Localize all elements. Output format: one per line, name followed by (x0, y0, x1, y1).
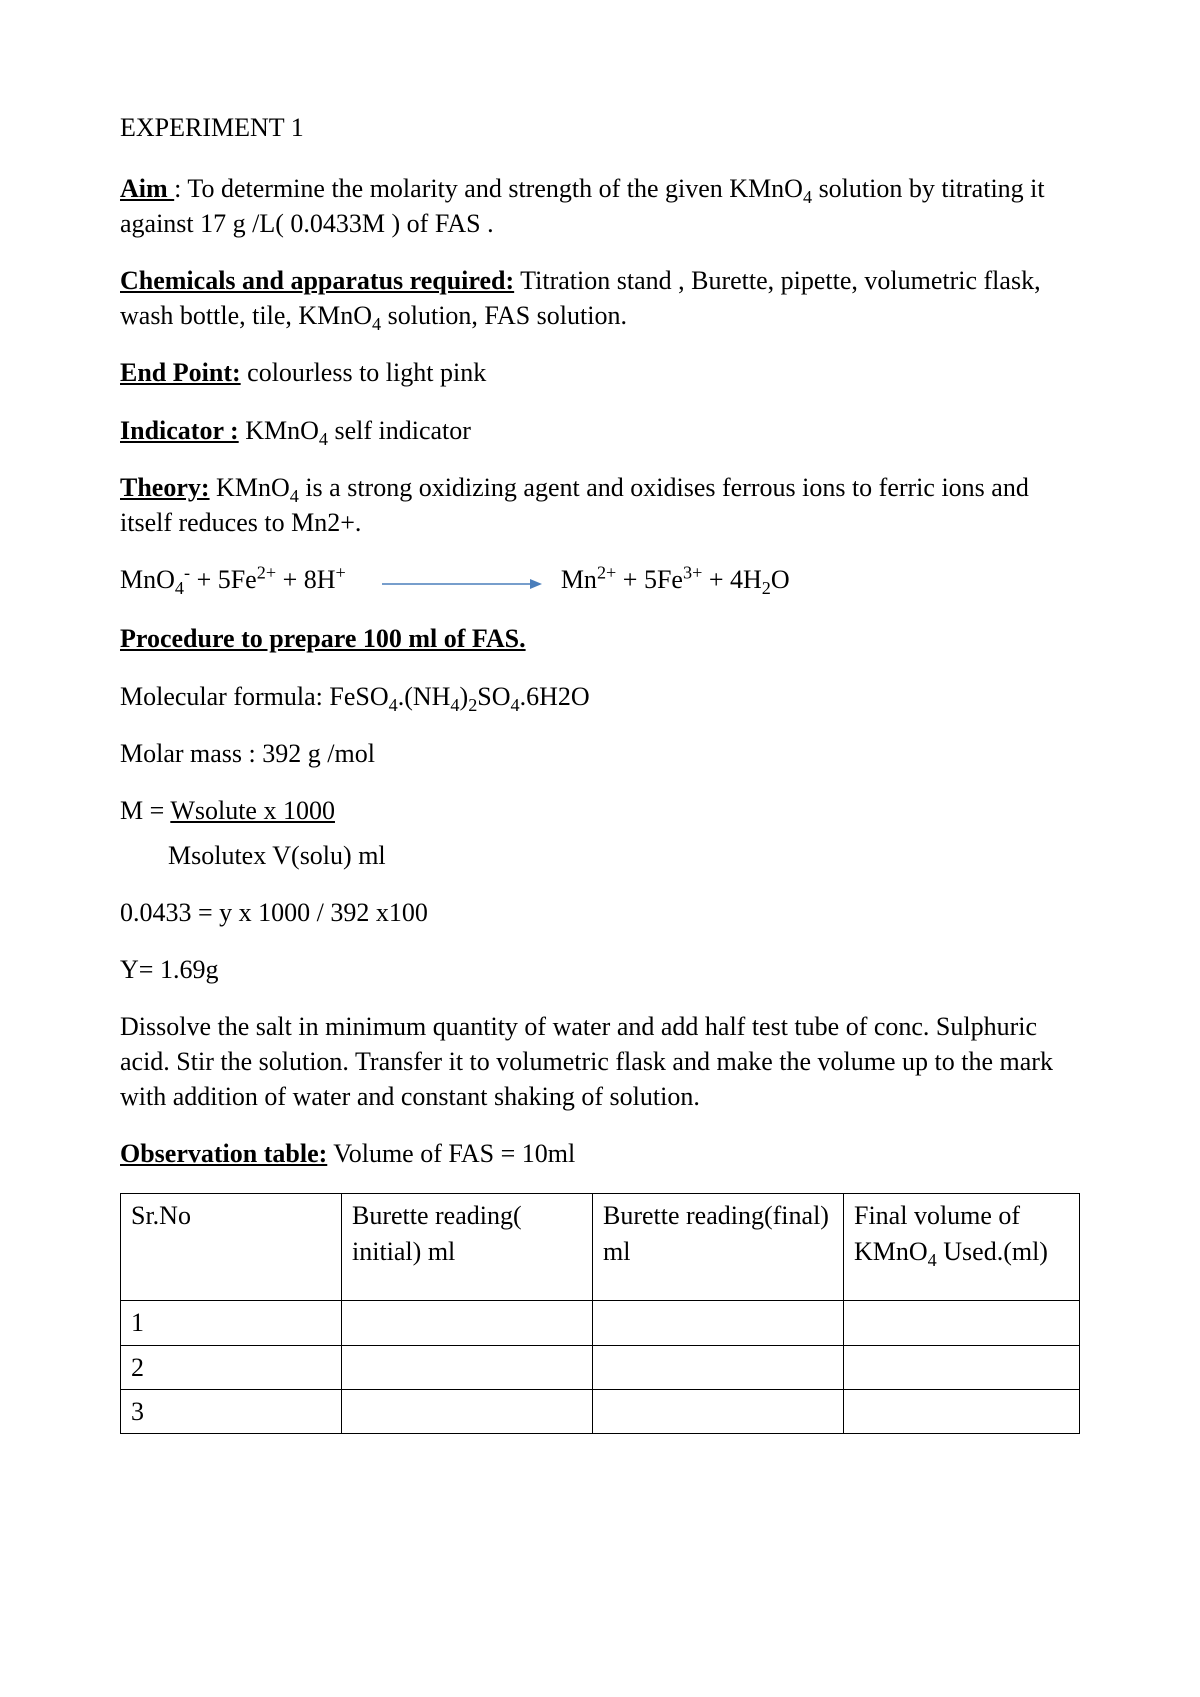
aim-text-before: : To determine the molarity and strength… (174, 174, 803, 203)
cell-used (844, 1389, 1080, 1433)
molecular-formula: Molecular formula: FeSO4.(NH4)2SO4.6H2O (120, 679, 1080, 714)
indicator-text-before: KMnO (239, 416, 319, 445)
eq-p9: 2+ (597, 562, 616, 582)
chemical-equation: MnO4- + 5Fe2+ + 8H+ Mn2+ + 5Fe3+ + 4H2O (120, 562, 1080, 600)
eq-p2: 4 (175, 578, 184, 598)
subscript-2: 2 (468, 695, 477, 715)
cell-initial (342, 1301, 593, 1345)
col-srno: Sr.No (121, 1194, 342, 1301)
subscript-4: 4 (928, 1250, 937, 1270)
subscript-4: 4 (372, 315, 381, 335)
formula-mid3: SO (477, 682, 510, 711)
eq-p14: O (771, 565, 790, 594)
cell-used (844, 1301, 1080, 1345)
cell-final (593, 1301, 844, 1345)
cell-srno: 3 (121, 1389, 342, 1433)
dissolve-paragraph: Dissolve the salt in minimum quantity of… (120, 1009, 1080, 1114)
eq-p4: + 5Fe (190, 565, 257, 594)
cell-used (844, 1345, 1080, 1389)
table-row: 2 (121, 1345, 1080, 1389)
eq-p10: + 5Fe (616, 565, 683, 594)
chemicals-text-after: solution, FAS solution. (381, 301, 627, 330)
m-equation-top: M = Wsolute x 1000 (120, 793, 1080, 828)
theory-paragraph: Theory: KMnO4 is a strong oxidizing agen… (120, 470, 1080, 540)
col-final: Burette reading(final) ml (593, 1194, 844, 1301)
subscript-4: 4 (511, 695, 520, 715)
m-eq-prefix: M = (120, 796, 170, 825)
m-eq-numerator: Wsolute x 1000 (170, 796, 335, 825)
eq-p8: Mn (561, 565, 597, 594)
indicator-paragraph: Indicator : KMnO4 self indicator (120, 413, 1080, 448)
eq-p1: MnO (120, 565, 175, 594)
eq-p7: + (336, 562, 346, 582)
procedure-heading: Procedure to prepare 100 ml of FAS. (120, 621, 1080, 656)
eq-p6: + 8H (276, 565, 335, 594)
cell-srno: 2 (121, 1345, 342, 1389)
observation-text: Volume of FAS = 10ml (327, 1139, 575, 1168)
document-page: EXPERIMENT 1 Aim : To determine the mola… (0, 0, 1200, 1697)
col-volume-used: Final volume of KMnO4 Used.(ml) (844, 1194, 1080, 1301)
chemicals-paragraph: Chemicals and apparatus required: Titrat… (120, 263, 1080, 333)
molar-mass: Molar mass : 392 g /mol (120, 736, 1080, 771)
eq-p5: 2+ (257, 562, 276, 582)
experiment-title: EXPERIMENT 1 (120, 110, 1080, 145)
endpoint-label: End Point: (120, 358, 241, 387)
theory-text-before: KMnO (210, 473, 290, 502)
formula-label: Molecular formula: FeSO (120, 682, 389, 711)
col4-text-b: Used.(ml) (937, 1237, 1048, 1266)
observation-heading: Observation table: Volume of FAS = 10ml (120, 1136, 1080, 1171)
eq-p12: + 4H (702, 565, 761, 594)
calculation: 0.0433 = y x 1000 / 392 x100 (120, 895, 1080, 930)
subscript-4: 4 (389, 695, 398, 715)
cell-srno: 1 (121, 1301, 342, 1345)
chemicals-label: Chemicals and apparatus required: (120, 266, 514, 295)
eq-p11: 3+ (683, 562, 702, 582)
y-result: Y= 1.69g (120, 952, 1080, 987)
eq-p13: 2 (762, 578, 771, 598)
subscript-4: 4 (803, 187, 812, 207)
endpoint-paragraph: End Point: colourless to light pink (120, 355, 1080, 390)
observation-label: Observation table: (120, 1139, 327, 1168)
cell-final (593, 1389, 844, 1433)
table-header-row: Sr.No Burette reading( initial) ml Buret… (121, 1194, 1080, 1301)
cell-final (593, 1345, 844, 1389)
subscript-4: 4 (290, 486, 299, 506)
formula-end: .6H2O (520, 682, 590, 711)
m-equation-bottom: Msolutex V(solu) ml (120, 838, 1080, 873)
aim-label: Aim (120, 174, 174, 203)
table-row: 1 (121, 1301, 1080, 1345)
reaction-arrow-icon (382, 564, 542, 599)
endpoint-text: colourless to light pink (241, 358, 487, 387)
formula-mid1: .(NH (398, 682, 451, 711)
col-initial: Burette reading( initial) ml (342, 1194, 593, 1301)
aim-paragraph: Aim : To determine the molarity and stre… (120, 171, 1080, 241)
cell-initial (342, 1389, 593, 1433)
subscript-4: 4 (319, 429, 328, 449)
procedure-label: Procedure to prepare 100 ml of FAS. (120, 624, 526, 653)
indicator-label: Indicator : (120, 416, 239, 445)
table-row: 3 (121, 1389, 1080, 1433)
formula-mid2: ) (460, 682, 469, 711)
cell-initial (342, 1345, 593, 1389)
indicator-text-after: self indicator (328, 416, 471, 445)
observation-table: Sr.No Burette reading( initial) ml Buret… (120, 1193, 1080, 1433)
subscript-4: 4 (450, 695, 459, 715)
theory-label: Theory: (120, 473, 210, 502)
